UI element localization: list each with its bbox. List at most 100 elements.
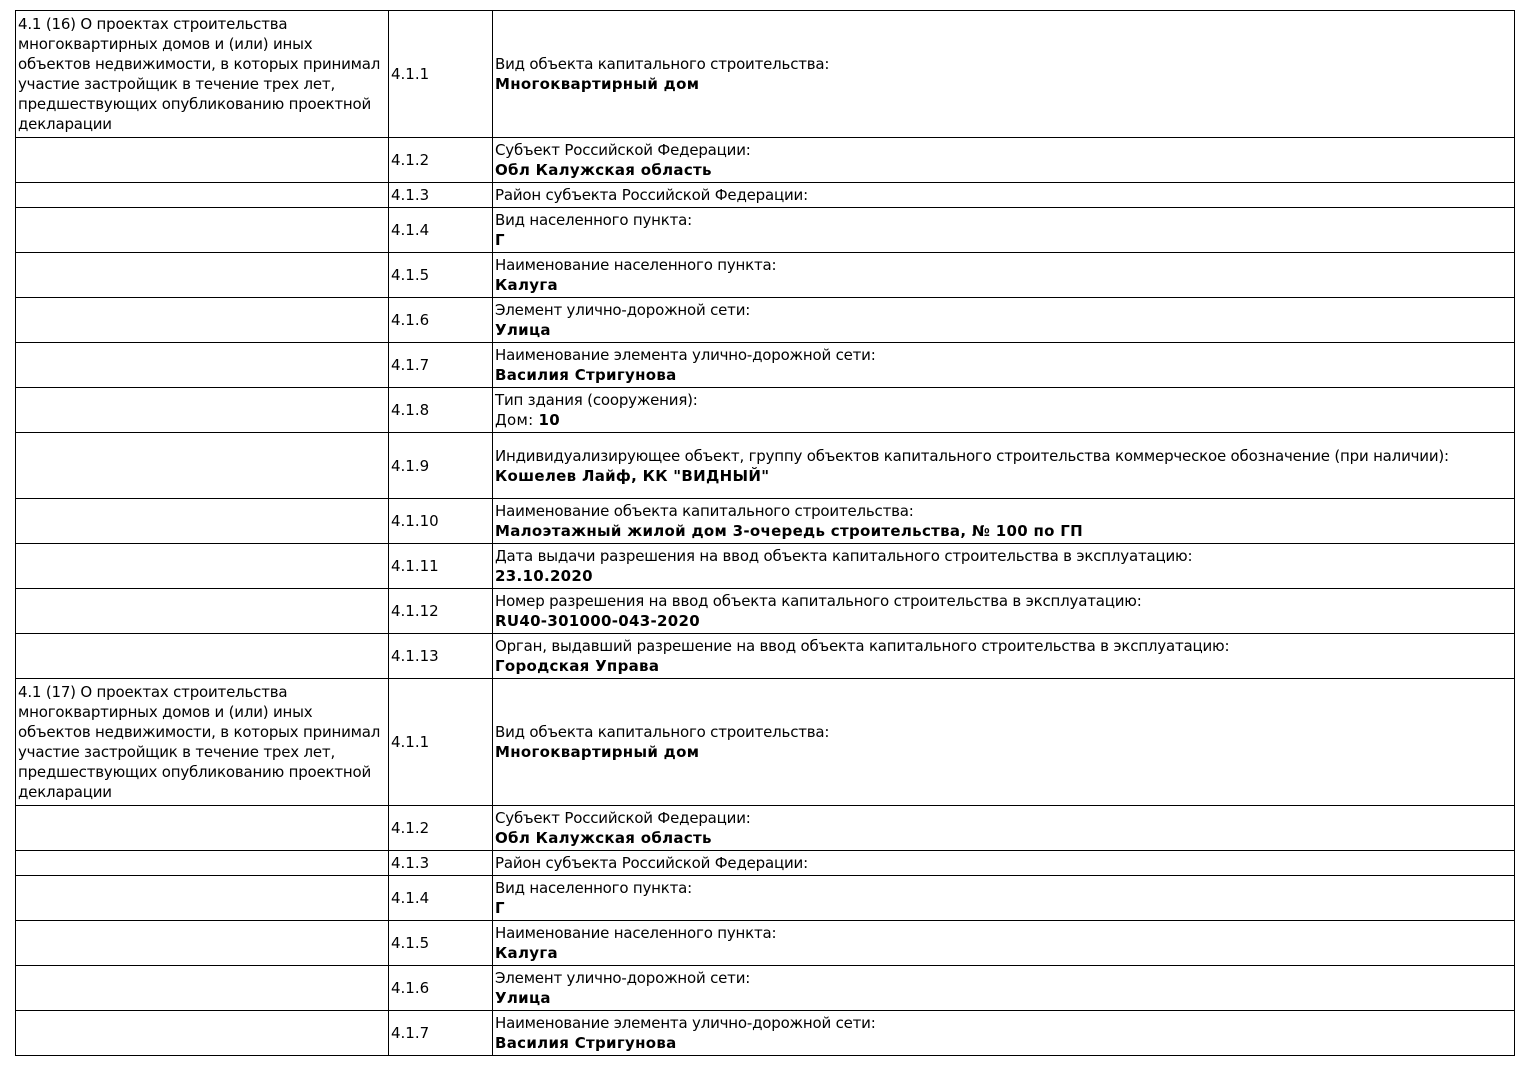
item-content: Дата выдачи разрешения на ввод объекта к… — [492, 543, 1515, 589]
item-value: Кошелев Лайф, КК "ВИДНЫЙ" — [495, 466, 1512, 486]
section-title-cell — [15, 805, 389, 851]
item-content: Тип здания (сооружения): Дом: 10 — [492, 387, 1515, 433]
item-content: Район субъекта Российской Федерации: — [492, 850, 1515, 876]
item-content: Элемент улично-дорожной сети: Улица — [492, 297, 1515, 343]
section-title-cell — [15, 207, 389, 253]
item-code: 4.1.11 — [388, 543, 493, 589]
item-value: Калуга — [495, 943, 1512, 963]
section-title-cell — [15, 543, 389, 589]
item-label: Район субъекта Российской Федерации: — [495, 186, 808, 204]
item-code: 4.1.8 — [388, 387, 493, 433]
item-value-text: Городская Управа — [495, 657, 660, 675]
item-value: 23.10.2020 — [495, 566, 1512, 586]
item-content: Элемент улично-дорожной сети: Улица — [492, 965, 1515, 1011]
item-value-text: Многоквартирный дом — [495, 75, 700, 93]
item-value: Улица — [495, 320, 1512, 340]
table-row: 4.1.11 Дата выдачи разрешения на ввод объ… — [15, 543, 1515, 589]
item-label: Тип здания (сооружения): — [495, 391, 698, 409]
item-value-text: Калуга — [495, 944, 558, 962]
item-value-text: Улица — [495, 989, 551, 1007]
item-code: 4.1.7 — [388, 1010, 493, 1056]
item-value-text: Калуга — [495, 276, 558, 294]
item-label: Наименование населенного пункта: — [495, 924, 777, 942]
section-title-cell — [15, 965, 389, 1011]
item-label: Наименование объекта капитального строит… — [495, 502, 914, 520]
item-content: Субъект Российской Федерации: Обл Калужск… — [492, 137, 1515, 183]
item-value-text: Обл Калужская область — [495, 829, 712, 847]
item-content: Субъект Российской Федерации: Обл Калужск… — [492, 805, 1515, 851]
item-code: 4.1.13 — [388, 633, 493, 679]
item-code: 4.1.6 — [388, 297, 493, 343]
section-title-cell — [15, 137, 389, 183]
item-code: 4.1.6 — [388, 965, 493, 1011]
item-value-text: RU40-301000-043-2020 — [495, 612, 700, 630]
section-title-cell — [15, 850, 389, 876]
table-row: 4.1.4 Вид населенного пункта: Г — [15, 875, 1515, 921]
item-label: Индивидуализирующее объект, группу объек… — [495, 446, 1449, 465]
item-content: Орган, выдавший разрешение на ввод объек… — [492, 633, 1515, 679]
item-value: Дом: 10 — [495, 410, 1512, 430]
table-row: 4.1 (17) О проектах строительства многок… — [15, 678, 1515, 806]
item-value: Малоэтажный жилой дом 3-очередь строител… — [495, 521, 1512, 541]
item-content: Номер разрешения на ввод объекта капитал… — [492, 588, 1515, 634]
item-code: 4.1.1 — [388, 678, 493, 806]
item-value: RU40-301000-043-2020 — [495, 611, 1512, 631]
item-value-text: 23.10.2020 — [495, 567, 593, 585]
item-content: Наименование объекта капитального строит… — [492, 498, 1515, 544]
item-value: Городская Управа — [495, 656, 1512, 676]
section-title-cell — [15, 342, 389, 388]
section-title-cell — [15, 588, 389, 634]
table-row: 4.1.5 Наименование населенного пункта: Кал… — [15, 920, 1515, 966]
item-content: Вид объекта капитального строительства: М… — [492, 678, 1515, 806]
item-label: Наименование элемента улично-дорожной се… — [495, 1014, 876, 1032]
section-title-cell — [15, 498, 389, 544]
table-row: 4.1.3 Район субъекта Российской Федерации… — [15, 850, 1515, 876]
item-value: Обл Калужская область — [495, 828, 1512, 848]
item-value-text: Улица — [495, 321, 551, 339]
section-title-cell — [15, 875, 389, 921]
item-code: 4.1.7 — [388, 342, 493, 388]
item-code: 4.1.5 — [388, 920, 493, 966]
item-value-text: Многоквартирный дом — [495, 743, 700, 761]
item-code: 4.1.9 — [388, 432, 493, 499]
table-row: 4.1.5 Наименование населенного пункта: Кал… — [15, 252, 1515, 298]
item-code: 4.1.2 — [388, 805, 493, 851]
table-row: 4.1.3 Район субъекта Российской Федерации… — [15, 182, 1515, 208]
table-row: 4.1.8 Тип здания (сооружения): Дом: 10 — [15, 387, 1515, 433]
item-code: 4.1.10 — [388, 498, 493, 544]
table-row: 4.1.7 Наименование элемента улично-дорожн… — [15, 1010, 1515, 1056]
item-value-text: Г — [495, 231, 505, 249]
item-value: Многоквартирный дом — [495, 742, 1512, 762]
table-row: 4.1.9 Индивидуализирующее объект, группу … — [15, 432, 1515, 499]
item-value-text: 10 — [538, 411, 561, 429]
item-code: 4.1.3 — [388, 182, 493, 208]
item-code: 4.1.12 — [388, 588, 493, 634]
table-row: 4.1.4 Вид населенного пункта: Г — [15, 207, 1515, 253]
item-content: Наименование элемента улично-дорожной се… — [492, 1010, 1515, 1056]
item-label: Вид объекта капитального строительства: — [495, 55, 830, 73]
table-row: 4.1.7 Наименование элемента улично-дорожн… — [15, 342, 1515, 388]
section-title-cell — [15, 297, 389, 343]
item-value: Г — [495, 898, 1512, 918]
item-value-text: Малоэтажный жилой дом 3-очередь строител… — [495, 522, 1083, 540]
item-value-text: Василия Стригунова — [495, 366, 677, 384]
item-code: 4.1.2 — [388, 137, 493, 183]
item-label: Элемент улично-дорожной сети: — [495, 301, 751, 319]
item-label: Номер разрешения на ввод объекта капитал… — [495, 592, 1142, 610]
item-code: 4.1.4 — [388, 207, 493, 253]
declaration-table: 4.1 (16) О проектах строительства многок… — [15, 10, 1515, 1056]
item-content: Наименование населенного пункта: Калуга — [492, 920, 1515, 966]
section-title-cell — [15, 182, 389, 208]
item-code: 4.1.5 — [388, 252, 493, 298]
item-label: Вид объекта капитального строительства: — [495, 723, 830, 741]
section-title-cell — [15, 252, 389, 298]
item-code: 4.1.4 — [388, 875, 493, 921]
item-value: Василия Стригунова — [495, 1033, 1512, 1053]
item-value: Калуга — [495, 275, 1512, 295]
item-value-text: Обл Калужская область — [495, 161, 712, 179]
item-content: Вид населенного пункта: Г — [492, 875, 1515, 921]
item-label: Район субъекта Российской Федерации: — [495, 854, 808, 872]
table-row: 4.1 (16) О проектах строительства многок… — [15, 10, 1515, 138]
item-label: Субъект Российской Федерации: — [495, 809, 751, 827]
item-value-text: Кошелев Лайф, КК "ВИДНЫЙ" — [495, 466, 770, 485]
